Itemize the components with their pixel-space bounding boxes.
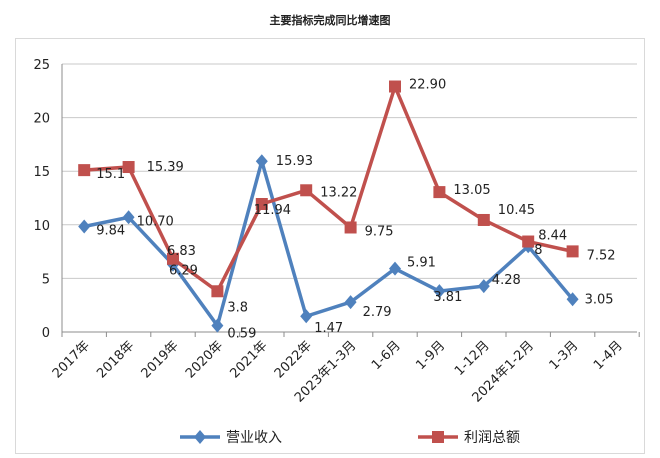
data-point: [78, 219, 91, 234]
series-line: [84, 84, 573, 294]
data-point: [211, 318, 224, 333]
axes: [61, 64, 640, 337]
chart-frame: [15, 38, 645, 454]
legend-marker: [432, 431, 444, 443]
data-label: 3.8: [227, 300, 248, 315]
data-point: [477, 279, 490, 294]
x-tick-label: 1-12月: [452, 338, 493, 379]
y-tick-label: 5: [42, 272, 50, 287]
data-label: 4.28: [492, 273, 521, 288]
data-label: 3.81: [433, 290, 462, 305]
x-tick-label: 2022年: [272, 338, 315, 381]
x-tick-label: 1-4月: [591, 338, 626, 373]
data-point: [122, 161, 135, 174]
series-group: [78, 80, 579, 333]
data-point: [167, 252, 179, 265]
data-point: [255, 154, 268, 169]
data-point: [477, 213, 490, 226]
y-tick-label: 10: [33, 219, 50, 234]
y-tick-label: 20: [33, 112, 50, 127]
legend-item-revenue: 营业收入: [180, 430, 282, 446]
data-point: [389, 80, 401, 93]
y-tick-label: 25: [33, 58, 50, 73]
x-tick-label: 1-3月: [547, 338, 582, 373]
data-label: 5.91: [407, 256, 436, 271]
legend-label: 营业收入: [226, 430, 282, 446]
data-label: 13.22: [320, 185, 357, 200]
data-label: 11.94: [254, 203, 291, 218]
series-line: [83, 159, 574, 328]
data-label: 2.79: [363, 305, 392, 320]
data-label: 9.75: [365, 224, 394, 239]
data-label: 15.93: [276, 154, 313, 169]
data-label: 9.84: [96, 224, 125, 239]
data-label: 15.39: [147, 160, 184, 175]
data-point: [344, 295, 357, 310]
data-point: [344, 221, 357, 234]
data-point: [300, 184, 313, 197]
data-label: 6.29: [169, 264, 198, 279]
x-tick-label: 1-6月: [369, 338, 404, 373]
legend-item-profit: 利润总额: [418, 430, 520, 446]
data-point: [522, 235, 535, 248]
x-tick-label: 2017年: [50, 338, 93, 381]
legend: 营业收入 利润总额: [180, 430, 520, 446]
data-label: 3.05: [585, 292, 614, 307]
legend-label: 利润总额: [464, 430, 520, 446]
data-point: [122, 210, 135, 225]
data-label: 10.45: [498, 203, 535, 218]
x-tick-label: 2018年: [94, 338, 137, 381]
data-label: 1.47: [314, 321, 343, 336]
data-point: [211, 285, 224, 298]
series-revenue: [78, 154, 579, 333]
data-point: [566, 292, 579, 307]
data-label: 22.90: [409, 78, 446, 93]
series-profit: [78, 80, 579, 298]
data-point: [300, 309, 313, 324]
y-tick-label: 15: [33, 165, 50, 180]
data-label: 8: [534, 243, 542, 258]
data-label: 15.1: [96, 167, 125, 182]
y-axis-ticks: 0 5 10 15 20 25: [33, 58, 50, 341]
data-label: 0.59: [227, 327, 256, 342]
data-point: [78, 164, 91, 177]
data-labels: 9.84 10.70 6.29 0.59 15.93 1.47 2.79 5.91 3.81 4.…: [96, 78, 615, 342]
data-label: 6.83: [167, 244, 196, 259]
x-tick-label: 2019年: [139, 338, 182, 381]
data-label: 7.52: [587, 248, 616, 263]
data-point: [389, 261, 401, 276]
data-point: [255, 198, 268, 211]
x-tick-label: 1-9月: [413, 338, 448, 373]
data-label: 10.70: [137, 214, 174, 229]
chart-title: 主要指标完成同比增速图: [269, 14, 391, 27]
x-tick-label: 2020年: [183, 338, 226, 381]
legend-marker: [194, 430, 206, 444]
data-label: 13.05: [453, 183, 490, 198]
y-tick-label: 0: [42, 326, 50, 341]
data-label: 8.44: [538, 229, 567, 244]
data-point: [433, 284, 446, 299]
x-tick-label: 2021年: [227, 338, 270, 381]
data-point: [433, 186, 446, 199]
data-point: [566, 245, 579, 258]
grid-lines: [62, 63, 637, 279]
